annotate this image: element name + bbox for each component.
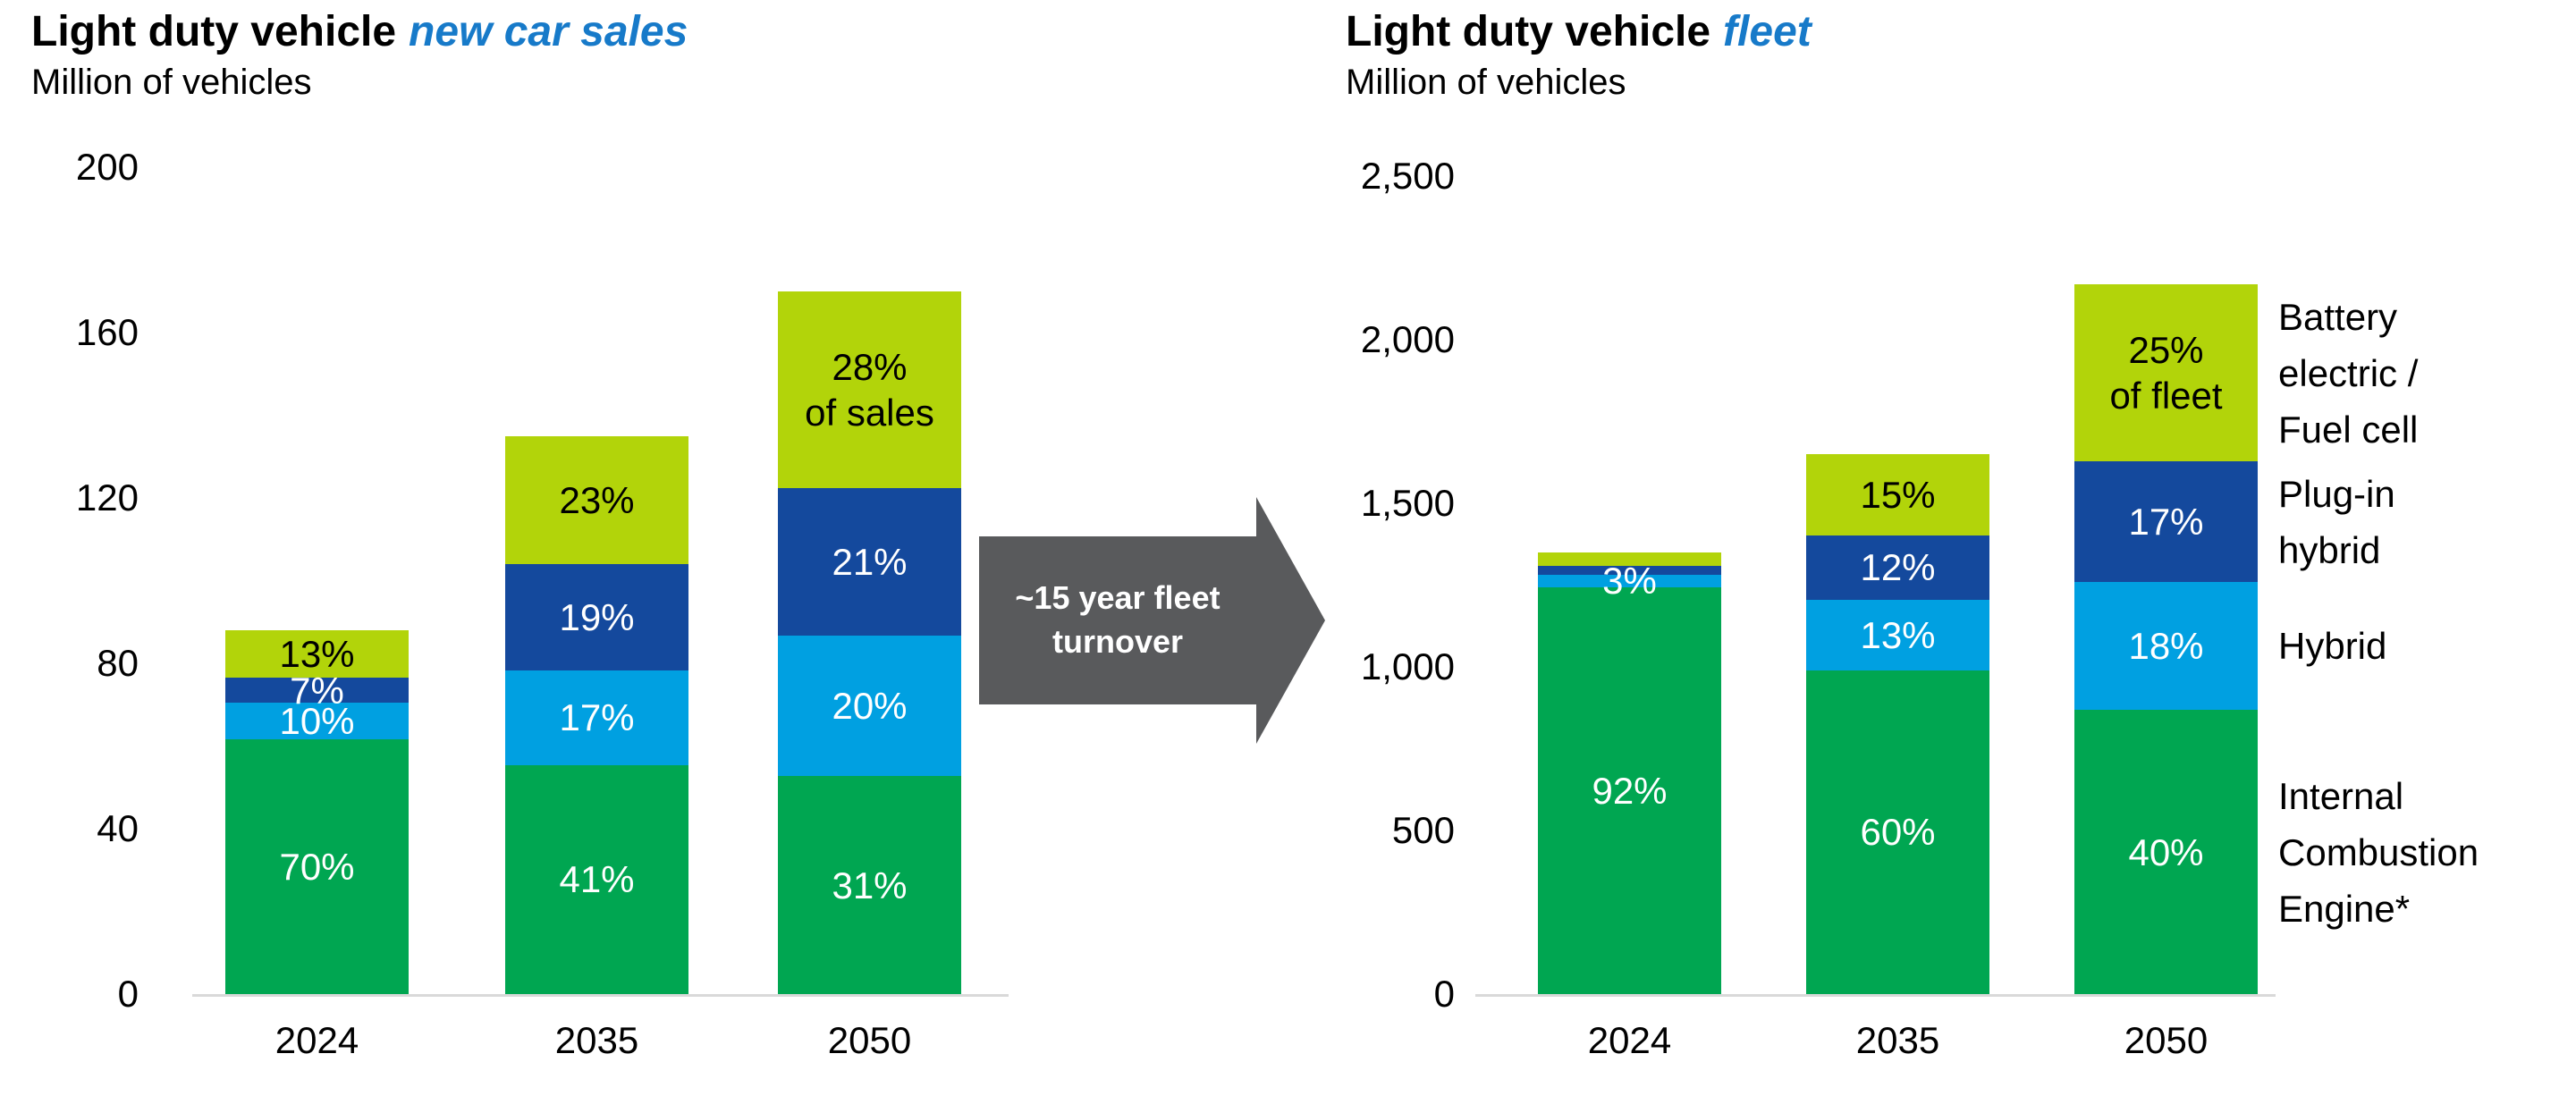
bar-segment: 13% bbox=[225, 630, 409, 678]
bar-segment bbox=[1538, 552, 1721, 566]
x-tick-label: 2050 bbox=[827, 1019, 912, 1061]
bar-segment-label: 20% bbox=[832, 685, 908, 727]
bar-segment: 10% bbox=[225, 700, 409, 742]
bar-segment: 15% bbox=[1806, 454, 1989, 535]
bar-segment: 19% bbox=[505, 564, 688, 670]
bar-segment-label: 70% bbox=[279, 845, 355, 888]
right-chart-title-accent: fleet bbox=[1723, 8, 1812, 55]
bar-segment-label: 13% bbox=[1860, 613, 1936, 656]
y-tick-label: 200 bbox=[75, 146, 139, 188]
left-chart-subtitle: Million of vehicles bbox=[31, 63, 312, 102]
left-chart-title-accent: new car sales bbox=[409, 8, 688, 55]
bar-segment-label: 15% bbox=[1860, 473, 1936, 516]
bar-segment-label: 28% of sales bbox=[805, 345, 934, 434]
bar-segment-label: 10% bbox=[279, 700, 355, 743]
x-tick-label: 2024 bbox=[1587, 1019, 1672, 1061]
x-axis-line bbox=[192, 994, 1009, 997]
left-chart-title: Light duty vehicle new car sales bbox=[31, 7, 688, 56]
bar-segment-label: 21% bbox=[832, 540, 908, 583]
bar-segment: 13% bbox=[1806, 600, 1989, 670]
fleet-turnover-arrow: ~15 year fleet turnover bbox=[979, 536, 1256, 704]
x-tick-label: 2024 bbox=[274, 1019, 359, 1061]
bar-segment-label: 25% of fleet bbox=[2109, 328, 2223, 417]
y-tick-label: 40 bbox=[97, 807, 139, 849]
bar-segment: 28% of sales bbox=[778, 291, 961, 488]
left-chart-title-black: Light duty vehicle bbox=[31, 8, 397, 55]
y-tick-label: 80 bbox=[97, 642, 139, 684]
legend-item-light_blue: Hybrid bbox=[2278, 625, 2387, 668]
right-chart-title: Light duty vehicle fleet bbox=[1346, 7, 1812, 56]
y-tick-label: 2,000 bbox=[1360, 318, 1455, 360]
x-tick-label: 2050 bbox=[2124, 1019, 2209, 1061]
bar-segment: 31% bbox=[778, 776, 961, 994]
bar-segment bbox=[1538, 565, 1721, 575]
bar-segment-label: 18% bbox=[2128, 625, 2204, 668]
bar-segment-label: 13% bbox=[279, 632, 355, 675]
y-tick-label: 160 bbox=[75, 311, 139, 353]
bar-segment-label: 3% bbox=[1602, 560, 1657, 603]
bar-segment: 3% bbox=[1538, 560, 1721, 602]
bar-segment-label: 60% bbox=[1860, 811, 1936, 854]
x-axis-line bbox=[1475, 994, 2276, 997]
y-tick-label: 0 bbox=[1433, 973, 1455, 1015]
bar-segment: 17% bbox=[2074, 461, 2258, 583]
x-tick-label: 2035 bbox=[1855, 1019, 1940, 1061]
bar-segment: 60% bbox=[1806, 670, 1989, 994]
right-chart-subtitle: Million of vehicles bbox=[1346, 63, 1626, 102]
y-tick-label: 1,500 bbox=[1360, 482, 1455, 524]
bar-segment-label: 23% bbox=[559, 478, 635, 521]
bar-segment-label: 17% bbox=[2128, 501, 2204, 544]
bar-segment: 23% bbox=[505, 435, 688, 565]
bar-segment-label: 19% bbox=[559, 595, 635, 638]
right-chart-title-black: Light duty vehicle bbox=[1346, 8, 1711, 55]
bar-segment: 7% bbox=[225, 670, 409, 712]
bar-segment-label: 41% bbox=[559, 858, 635, 901]
y-tick-label: 500 bbox=[1391, 809, 1455, 851]
bar-segment-label: 7% bbox=[290, 669, 344, 712]
bar-segment: 21% bbox=[778, 487, 961, 636]
bar-segment: 41% bbox=[505, 765, 688, 994]
bar-segment-label: 92% bbox=[1592, 770, 1668, 813]
bar-segment: 40% bbox=[2074, 710, 2258, 994]
bar-segment: 20% bbox=[778, 636, 961, 777]
x-tick-label: 2035 bbox=[554, 1019, 639, 1061]
legend-item-dark_blue: Plug-in hybrid bbox=[2278, 472, 2395, 571]
y-tick-label: 1,000 bbox=[1360, 645, 1455, 687]
bar-segment: 70% bbox=[225, 739, 409, 994]
bar-segment: 92% bbox=[1538, 587, 1721, 994]
bar-segment-label: 17% bbox=[559, 696, 635, 739]
bar-segment: 12% bbox=[1806, 535, 1989, 601]
y-tick-label: 0 bbox=[117, 973, 139, 1015]
bar-segment: 18% bbox=[2074, 582, 2258, 711]
fleet-turnover-arrow-label: ~15 year fleet turnover bbox=[1015, 579, 1220, 660]
arrow-right-icon bbox=[1256, 497, 1325, 744]
bar-segment-label: 31% bbox=[832, 864, 908, 906]
bar-segment-label: 12% bbox=[1860, 546, 1936, 589]
y-tick-label: 2,500 bbox=[1360, 155, 1455, 197]
bar-segment: 25% of fleet bbox=[2074, 283, 2258, 462]
legend-item-green: Internal Combustion Engine* bbox=[2278, 774, 2479, 930]
y-tick-label: 120 bbox=[75, 476, 139, 518]
bar-segment: 17% bbox=[505, 670, 688, 765]
bar-segment-label: 40% bbox=[2128, 830, 2204, 873]
legend-item-lime: Battery electric / Fuel cell bbox=[2278, 295, 2419, 451]
